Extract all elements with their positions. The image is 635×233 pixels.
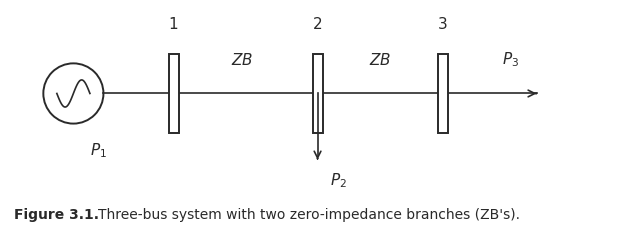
- Text: $ZB$: $ZB$: [369, 52, 391, 68]
- Text: $P_3$: $P_3$: [502, 51, 519, 69]
- Bar: [438, 54, 448, 133]
- Text: 1: 1: [169, 17, 178, 32]
- Bar: [312, 54, 323, 133]
- Text: 2: 2: [313, 17, 323, 32]
- Text: $ZB$: $ZB$: [231, 52, 253, 68]
- Text: Figure 3.1.: Figure 3.1.: [14, 209, 99, 223]
- Text: 3: 3: [438, 17, 448, 32]
- Text: $P_1$: $P_1$: [90, 142, 107, 160]
- Text: Three-bus system with two zero-impedance branches (ZB's).: Three-bus system with two zero-impedance…: [98, 209, 521, 223]
- Bar: [168, 54, 178, 133]
- Text: $P_2$: $P_2$: [330, 172, 347, 190]
